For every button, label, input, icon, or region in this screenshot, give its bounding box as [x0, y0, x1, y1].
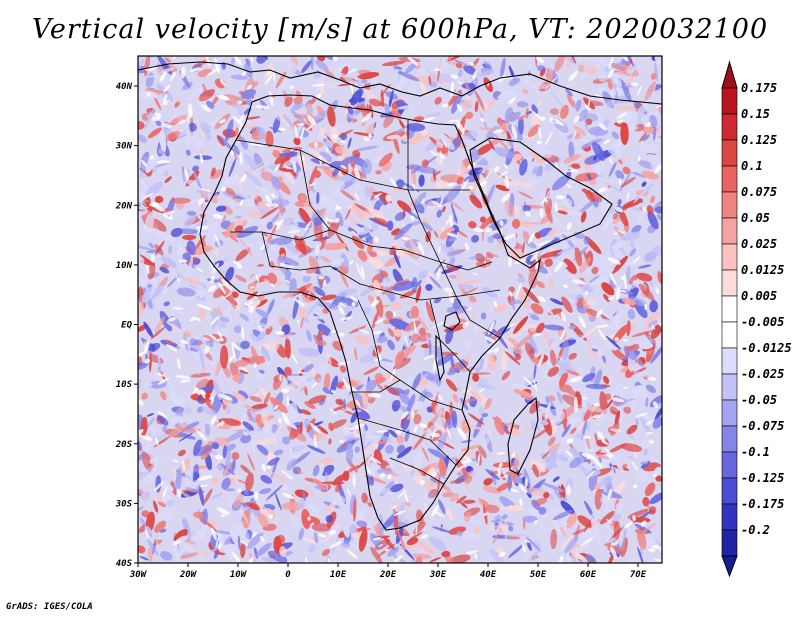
lon-label: 30E — [429, 570, 447, 580]
colorbar-label: 0.0125 — [741, 263, 784, 277]
colorbar-swatch — [721, 165, 738, 193]
map-title: Vertical velocity [m/s] at 600hPa, VT: 2… — [31, 14, 769, 45]
lat-label: 10S — [116, 380, 133, 390]
colorbar-label: -0.175 — [741, 497, 784, 511]
colorbar-swatch — [721, 477, 738, 505]
lon-label: 50E — [530, 570, 547, 580]
colorbar-max-arrow — [721, 60, 738, 89]
colorbar-min-arrow — [721, 555, 738, 578]
lat-label: 40N — [116, 82, 133, 92]
colorbar-swatch — [721, 425, 738, 453]
colorbar-label: 0.075 — [741, 185, 777, 199]
colorbar-swatch — [721, 243, 738, 271]
colorbar-swatch — [721, 295, 738, 323]
colorbar-label: 0.1 — [741, 159, 763, 173]
colorbar-label: -0.1 — [741, 445, 770, 459]
lake-victoria — [443, 311, 461, 331]
lat-label: 20N — [115, 201, 133, 211]
country-borders — [230, 120, 501, 485]
arabian-peninsula — [469, 137, 613, 259]
colorbar-swatch — [721, 87, 738, 115]
coastlines — [138, 61, 662, 531]
colorbar-label: -0.05 — [741, 393, 777, 407]
colorbar-label: 0.175 — [741, 81, 777, 95]
lon-label: 30W — [129, 570, 148, 580]
lon-label: 20E — [379, 570, 397, 580]
lat-label: EQ — [121, 321, 132, 331]
colorbar-label: 0.025 — [741, 237, 777, 251]
colorbar-label: 0.05 — [741, 211, 770, 225]
lon-label: 40E — [480, 570, 497, 580]
colorbar-swatch — [721, 139, 738, 167]
map-frame — [137, 55, 663, 564]
colorbar-label: 0.15 — [741, 107, 770, 121]
colorbar-swatch — [721, 321, 738, 349]
latitude-axis: 40N 30N 20N 10N EQ 10S 20S 30S 40S — [115, 82, 138, 569]
lon-label: 60E — [580, 570, 597, 580]
lon-label: 70E — [630, 570, 647, 580]
lat-label: 20S — [115, 440, 133, 450]
lon-label: 20W — [179, 570, 198, 580]
colorbar-label: -0.075 — [741, 419, 784, 433]
colorbar: 0.175 0.15 0.125 0.1 0.075 0.05 0.025 0.0125 0.0… — [721, 60, 792, 578]
colorbar-swatch — [721, 269, 738, 297]
africa-coastline — [199, 94, 541, 531]
madagascar — [507, 396, 539, 475]
grads-credit: GrADS: IGES/COLA — [6, 602, 93, 612]
lon-label: 0 — [285, 570, 291, 580]
colorbar-swatch — [721, 191, 738, 219]
colorbar-label: -0.025 — [741, 367, 784, 381]
lake-tanganyika — [435, 334, 445, 382]
longitude-axis: 30W 20W 10W 0 10E 20E 30E 40E 50E 60E 70E — [129, 563, 647, 580]
lat-label: 10N — [116, 261, 133, 271]
colorbar-swatch — [721, 373, 738, 401]
colorbar-swatch — [721, 503, 738, 531]
map-panel — [137, 55, 663, 564]
lon-label: 10E — [330, 570, 347, 580]
velocity-field — [138, 56, 662, 563]
colorbar-swatch — [721, 113, 738, 141]
lat-label: 30N — [115, 142, 133, 152]
colorbar-label: -0.005 — [741, 315, 784, 329]
colorbar-label: -0.2 — [741, 523, 770, 537]
europe-coast — [138, 61, 662, 105]
colorbar-label: -0.125 — [741, 471, 784, 485]
colorbar-label: 0.125 — [741, 133, 777, 147]
colorbar-swatch — [721, 347, 738, 375]
lon-label: 10W — [230, 570, 248, 580]
colorbar-swatch — [721, 529, 738, 557]
colorbar-label: 0.005 — [741, 289, 777, 303]
colorbar-swatch — [721, 217, 738, 245]
colorbar-swatch — [721, 451, 738, 479]
colorbar-label: -0.0125 — [741, 341, 792, 355]
lat-label: 30S — [115, 499, 133, 509]
lat-label: 40S — [116, 559, 133, 569]
colorbar-swatch — [721, 399, 738, 427]
